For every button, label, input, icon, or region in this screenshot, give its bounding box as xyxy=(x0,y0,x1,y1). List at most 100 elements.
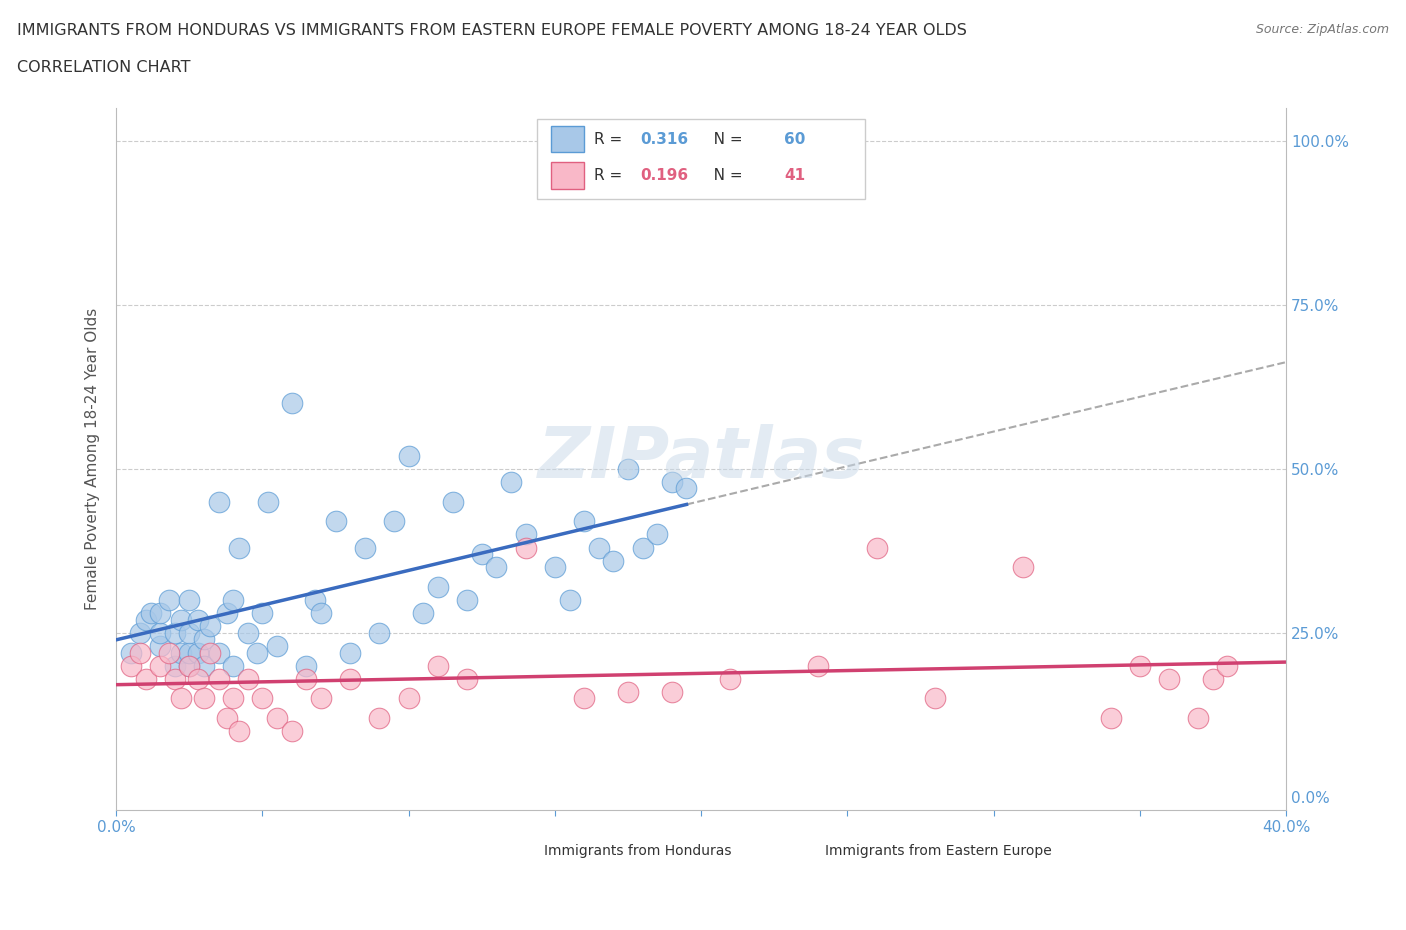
Point xyxy=(280,724,302,738)
Text: R =: R = xyxy=(593,132,627,147)
Point xyxy=(865,540,887,555)
Point xyxy=(718,671,741,686)
FancyBboxPatch shape xyxy=(789,840,818,863)
Point xyxy=(382,514,405,529)
Point xyxy=(217,605,239,620)
Point xyxy=(149,658,172,673)
Point xyxy=(304,592,326,607)
Point xyxy=(252,605,274,620)
Point xyxy=(246,645,269,660)
Point xyxy=(207,645,229,660)
Point xyxy=(398,448,420,463)
Point xyxy=(572,514,595,529)
Text: 0.196: 0.196 xyxy=(640,168,689,183)
Text: 60: 60 xyxy=(785,132,806,147)
Point xyxy=(558,592,581,607)
Point xyxy=(807,658,830,673)
Point xyxy=(149,625,172,640)
Point xyxy=(441,494,464,509)
Point xyxy=(207,671,229,686)
Point xyxy=(398,691,420,706)
Point xyxy=(169,691,191,706)
Point xyxy=(193,632,215,647)
Point xyxy=(645,527,668,542)
Point xyxy=(157,592,180,607)
Point xyxy=(295,658,318,673)
Point xyxy=(1216,658,1239,673)
Point xyxy=(266,639,288,654)
Point xyxy=(309,691,332,706)
FancyBboxPatch shape xyxy=(551,162,583,189)
Point xyxy=(368,625,391,640)
Point xyxy=(187,645,209,660)
Point xyxy=(339,645,361,660)
Point xyxy=(163,658,186,673)
Point xyxy=(169,645,191,660)
Point xyxy=(456,592,478,607)
Point xyxy=(179,645,201,660)
Point xyxy=(257,494,280,509)
FancyBboxPatch shape xyxy=(537,118,865,199)
Point xyxy=(309,605,332,620)
Y-axis label: Female Poverty Among 18-24 Year Olds: Female Poverty Among 18-24 Year Olds xyxy=(86,308,100,610)
Point xyxy=(471,547,494,562)
Point xyxy=(179,658,201,673)
Text: R =: R = xyxy=(593,168,627,183)
Point xyxy=(339,671,361,686)
Point xyxy=(222,658,245,673)
Point xyxy=(228,540,250,555)
Point xyxy=(179,658,201,673)
Point xyxy=(266,711,288,725)
Point xyxy=(412,605,434,620)
Point xyxy=(485,560,508,575)
Point xyxy=(149,639,172,654)
Text: Immigrants from Honduras: Immigrants from Honduras xyxy=(544,844,733,858)
Point xyxy=(617,461,640,476)
Point xyxy=(252,691,274,706)
Point xyxy=(661,684,683,699)
Point xyxy=(631,540,654,555)
Point xyxy=(198,645,221,660)
Point xyxy=(280,396,302,411)
Point xyxy=(179,592,201,607)
Point xyxy=(187,671,209,686)
Point xyxy=(163,625,186,640)
Point xyxy=(602,553,624,568)
Point xyxy=(924,691,946,706)
Point xyxy=(193,691,215,706)
Point xyxy=(187,612,209,627)
Point xyxy=(120,645,142,660)
Point xyxy=(149,605,172,620)
Point xyxy=(426,658,449,673)
Point xyxy=(1157,671,1180,686)
Point xyxy=(515,540,537,555)
Point xyxy=(353,540,375,555)
Point xyxy=(1187,711,1209,725)
Text: 41: 41 xyxy=(785,168,806,183)
Point xyxy=(661,474,683,489)
Point xyxy=(236,671,259,686)
Point xyxy=(588,540,610,555)
Text: N =: N = xyxy=(699,168,747,183)
Point xyxy=(134,612,156,627)
Text: Source: ZipAtlas.com: Source: ZipAtlas.com xyxy=(1256,23,1389,36)
Point xyxy=(1099,711,1122,725)
Point xyxy=(499,474,522,489)
Point xyxy=(134,671,156,686)
Point xyxy=(572,691,595,706)
Text: N =: N = xyxy=(699,132,747,147)
Point xyxy=(128,625,150,640)
Point xyxy=(193,658,215,673)
Point xyxy=(179,625,201,640)
Text: 0.316: 0.316 xyxy=(640,132,689,147)
Point xyxy=(222,691,245,706)
Point xyxy=(1011,560,1033,575)
Point xyxy=(217,711,239,725)
Point xyxy=(141,605,163,620)
Point xyxy=(515,527,537,542)
Point xyxy=(120,658,142,673)
Point xyxy=(1202,671,1225,686)
Point xyxy=(617,684,640,699)
Point xyxy=(368,711,391,725)
Point xyxy=(207,494,229,509)
